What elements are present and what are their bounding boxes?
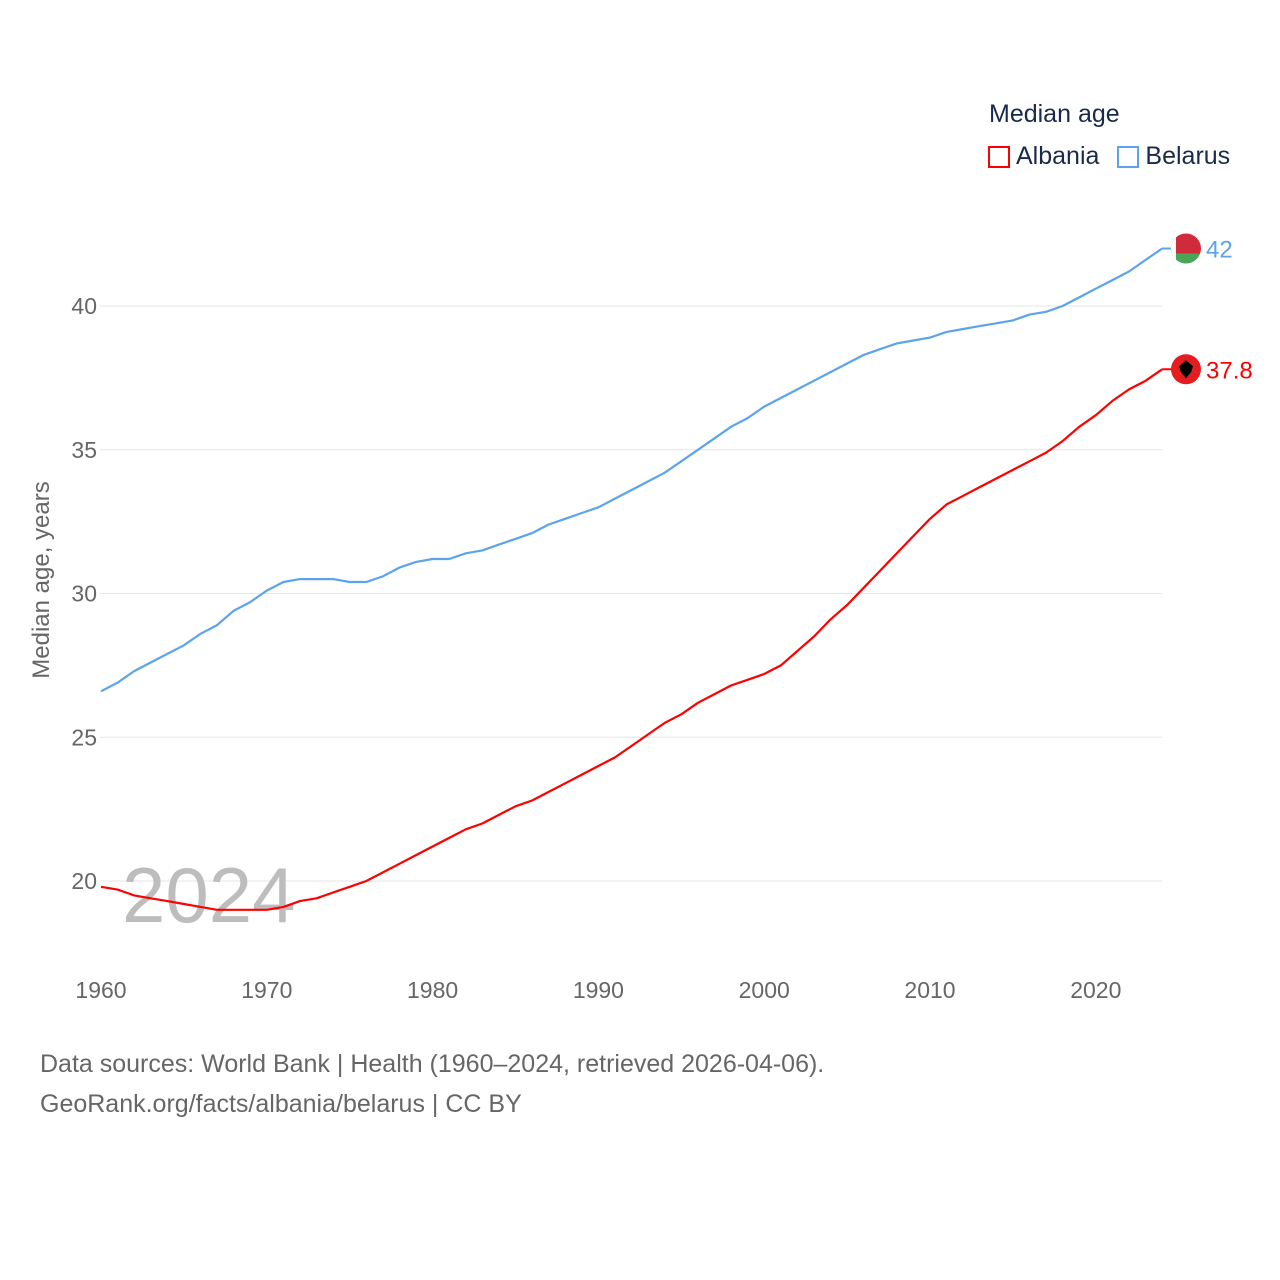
series-line-albania (100, 368, 1163, 911)
x-tick-label: 1960 (75, 977, 126, 1003)
footer: Data sources: World Bank | Health (1960–… (40, 1044, 824, 1124)
end-value-label-albania: 37.8 (1206, 357, 1253, 384)
data-source-text: Data sources: World Bank | Health (1960–… (40, 1050, 825, 1078)
x-tick-label: 1970 (241, 977, 292, 1003)
legend-title: Median age (989, 100, 1120, 128)
belarus-flag-icon (1171, 233, 1201, 254)
y-axis-label: Median age, years (28, 481, 55, 679)
y-tick-label: 40 (71, 293, 97, 319)
y-tick-label: 35 (71, 437, 97, 463)
y-tick-label: 20 (71, 868, 97, 894)
legend-swatch-belarus (1117, 145, 1140, 168)
y-tick-label: 25 (71, 724, 97, 750)
x-tick-label: 1980 (407, 977, 458, 1003)
legend-label-belarus: Belarus (1145, 142, 1231, 170)
end-value-label-belarus: 42 (1206, 237, 1233, 264)
legend-label-albania: Albania (1016, 142, 1100, 170)
belarus-flag-ornament (1171, 233, 1176, 264)
legend: Albania Belarus (988, 142, 1230, 171)
legend-item-albania[interactable]: Albania (988, 142, 1099, 171)
source-link[interactable]: GeoRank.org/facts/albania/belarus | CC B… (40, 1090, 522, 1118)
x-tick-label: 2010 (904, 977, 955, 1003)
x-tick-label: 1990 (573, 977, 624, 1003)
belarus-flag-green (1171, 253, 1201, 264)
y-tick-label: 30 (71, 581, 97, 607)
x-tick-label: 2020 (1070, 977, 1121, 1003)
albania-eagle-icon (1179, 360, 1193, 379)
legend-swatch-albania (988, 145, 1010, 168)
year-watermark: 2024 (122, 851, 296, 939)
x-tick-label: 2000 (739, 977, 790, 1003)
series-line-belarus (100, 247, 1163, 693)
legend-item-belarus[interactable]: Belarus (1117, 142, 1230, 171)
